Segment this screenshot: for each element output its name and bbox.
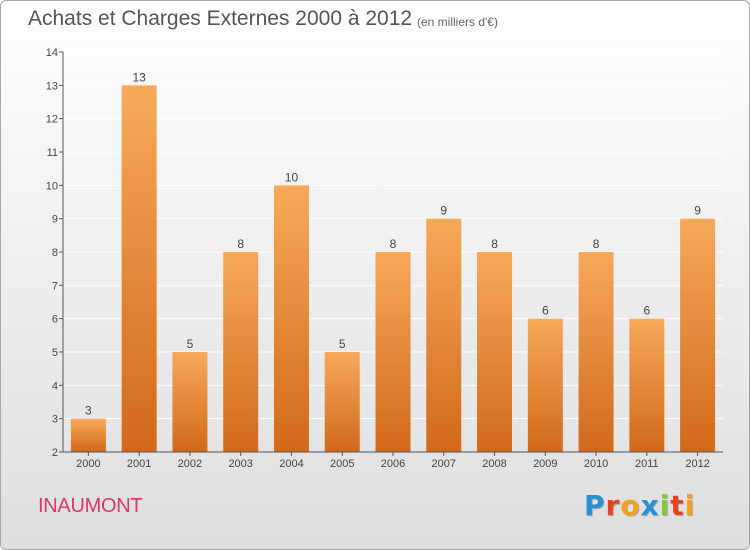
chart-subtitle: (en milliers d'€) <box>417 15 498 29</box>
data-label: 5 <box>339 337 346 351</box>
chart-title: Achats et Charges Externes 2000 à 2012 <box>28 7 413 30</box>
bar-2000 <box>70 418 106 452</box>
y-tick-label: 14 <box>46 47 58 59</box>
x-tick-label: 2004 <box>279 458 303 470</box>
labels: 2 3 4 5 6 7 8 9 10 11 12 13 14 2000 3 2001 13 2002 5 2003 8 2… <box>46 47 710 470</box>
bar-2002 <box>172 352 208 452</box>
data-label: 13 <box>132 70 146 84</box>
bar-2011 <box>629 318 665 452</box>
x-tick-label: 2003 <box>228 458 252 470</box>
logo-letter: x <box>640 489 660 522</box>
logo-letter: i <box>684 489 696 522</box>
x-tick-label: 2010 <box>584 458 608 470</box>
bar-2004 <box>273 185 309 453</box>
data-label: 3 <box>85 404 92 418</box>
y-tick-label: 4 <box>52 380 58 392</box>
x-tick-label: 2005 <box>330 458 354 470</box>
logo-letter: i <box>659 489 671 522</box>
bar-2003 <box>223 252 259 452</box>
bar-2012 <box>680 218 716 452</box>
y-tick-label: 8 <box>52 247 58 259</box>
bar-2008 <box>477 252 513 452</box>
logo-letter: t <box>670 489 685 522</box>
y-tick-label: 2 <box>52 447 58 459</box>
x-tick-label: 2002 <box>178 458 202 470</box>
data-label: 8 <box>491 237 498 251</box>
bar-2005 <box>324 352 360 452</box>
y-tick-label: 12 <box>46 114 58 126</box>
x-tick-label: 2001 <box>127 458 151 470</box>
y-tick-label: 9 <box>52 214 58 226</box>
y-tick-label: 11 <box>47 147 58 159</box>
commune-name: INAUMONT <box>38 495 143 517</box>
bar-2001 <box>121 85 157 452</box>
y-tick-label: 10 <box>46 180 58 192</box>
x-tick-label: 2011 <box>635 458 659 470</box>
bar-2007 <box>426 218 462 452</box>
logo-letter: r <box>605 489 621 522</box>
y-tick-label: 5 <box>52 347 58 359</box>
bar-2006 <box>375 252 411 452</box>
x-tick-label: 2012 <box>685 458 709 470</box>
y-tick-label: 6 <box>52 314 58 326</box>
data-label: 5 <box>187 337 194 351</box>
bar-2009 <box>527 318 563 452</box>
data-label: 6 <box>542 304 549 318</box>
data-label: 10 <box>285 170 299 184</box>
data-label: 6 <box>644 304 651 318</box>
proxiti-logo[interactable]: Proxiti <box>584 489 695 522</box>
data-label: 9 <box>440 204 447 218</box>
bar-2010 <box>578 252 614 452</box>
data-label: 8 <box>237 237 244 251</box>
y-tick-label: 13 <box>46 80 58 92</box>
data-label: 9 <box>694 204 701 218</box>
y-tick-label: 3 <box>52 414 58 426</box>
x-tick-label: 2009 <box>533 458 557 470</box>
y-tick-label: 7 <box>52 280 58 292</box>
bars <box>70 85 716 453</box>
data-label: 8 <box>593 237 600 251</box>
x-tick-label: 2006 <box>381 458 405 470</box>
x-tick-label: 2007 <box>432 458 456 470</box>
data-label: 8 <box>390 237 397 251</box>
logo-letter: o <box>620 489 641 522</box>
x-tick-label: 2000 <box>76 458 100 470</box>
x-tick-label: 2008 <box>482 458 506 470</box>
logo-letter: P <box>584 489 606 522</box>
axes <box>59 51 723 456</box>
